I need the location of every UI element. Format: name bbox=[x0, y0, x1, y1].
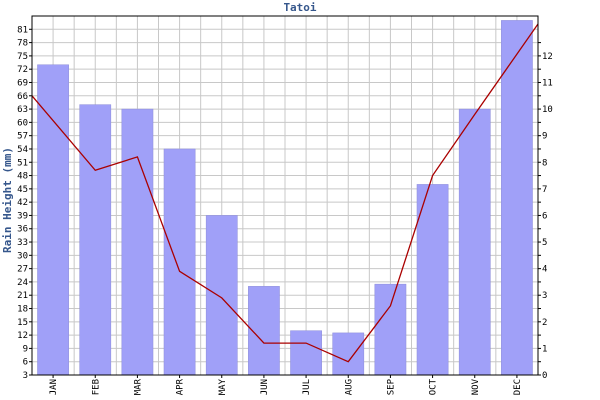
x-tick-label: SEP bbox=[386, 378, 396, 395]
bar-sep bbox=[374, 283, 407, 376]
y-tick-label: 21 bbox=[17, 291, 28, 301]
y-tick-label: 18 bbox=[17, 305, 28, 315]
x-tick-label: JUN bbox=[260, 379, 270, 395]
y-tick-label: 75 bbox=[17, 52, 28, 62]
y2-tick-label: 6 bbox=[542, 211, 547, 221]
x-tick-label: FEB bbox=[91, 379, 101, 395]
x-tick-label: JAN bbox=[49, 379, 59, 395]
x-tick-label: MAR bbox=[133, 378, 143, 395]
y-axis-label: Rain Height (mm) bbox=[1, 147, 14, 253]
y-tick-label: 57 bbox=[17, 132, 28, 142]
bar-oct bbox=[416, 184, 449, 376]
y-tick-label: 78 bbox=[17, 39, 28, 49]
y-tick-label: 45 bbox=[17, 185, 28, 195]
bar-dec bbox=[501, 20, 533, 376]
x-tick-label: MAY bbox=[218, 378, 228, 395]
plot-frame bbox=[31, 15, 539, 376]
y-tick-label: 69 bbox=[17, 78, 28, 88]
y2-tick-label: 5 bbox=[542, 238, 547, 248]
y-tick-label: 27 bbox=[17, 265, 28, 275]
y-tick-label: 15 bbox=[17, 318, 28, 328]
bar-may bbox=[205, 215, 238, 376]
y-axis-left: 3691215182124273033363942454851545760636… bbox=[17, 25, 32, 381]
y-tick-label: 33 bbox=[17, 238, 28, 248]
y2-tick-label: 10 bbox=[542, 105, 553, 115]
x-tick-label: NOV bbox=[471, 378, 481, 395]
y2-tick-label: 12 bbox=[542, 52, 553, 62]
bar-jun bbox=[248, 286, 280, 376]
y-tick-label: 81 bbox=[17, 25, 28, 35]
y-tick-label: 30 bbox=[17, 251, 28, 261]
y-tick-label: 54 bbox=[17, 145, 28, 155]
rain-days-line bbox=[31, 23, 539, 363]
x-tick-label: JUL bbox=[302, 379, 312, 395]
line-series-group bbox=[31, 23, 539, 363]
x-tick-label: AUG bbox=[344, 379, 354, 395]
x-axis: JAN FEB MAR APR MAY JUN JUL AUG SEP OCT NOV DEC bbox=[49, 375, 523, 395]
y-tick-label: 24 bbox=[17, 278, 28, 288]
x-tick-label: APR bbox=[176, 378, 186, 395]
bar-feb bbox=[79, 104, 112, 376]
y2-tick-label: 4 bbox=[542, 265, 547, 275]
bars-group bbox=[37, 20, 533, 376]
y-tick-label: 51 bbox=[17, 158, 28, 168]
x-tick-label: DEC bbox=[513, 379, 523, 395]
bar-jan bbox=[37, 64, 69, 376]
y-tick-label: 48 bbox=[17, 172, 28, 182]
y2-tick-label: 1 bbox=[542, 344, 547, 354]
y-tick-label: 3 bbox=[23, 371, 28, 381]
y-tick-label: 66 bbox=[17, 92, 28, 102]
y-tick-label: 36 bbox=[17, 225, 28, 235]
y2-tick-label: 11 bbox=[542, 78, 553, 88]
y2-tick-label: 0 bbox=[542, 371, 547, 381]
y2-tick-label: 8 bbox=[542, 158, 547, 168]
y-tick-label: 39 bbox=[17, 211, 28, 221]
y-tick-label: 6 bbox=[23, 358, 28, 368]
bar-apr bbox=[163, 148, 196, 376]
y-tick-label: 72 bbox=[17, 65, 28, 75]
bar-jul bbox=[290, 330, 322, 376]
y-tick-label: 42 bbox=[17, 198, 28, 208]
chart-title: Tatoi bbox=[283, 1, 316, 14]
y-tick-label: 9 bbox=[23, 344, 28, 354]
y2-tick-label: 7 bbox=[542, 185, 547, 195]
y2-tick-label: 9 bbox=[542, 132, 547, 142]
bar-aug bbox=[332, 332, 365, 376]
y2-tick-label: 2 bbox=[542, 318, 547, 328]
y-tick-label: 12 bbox=[17, 331, 28, 341]
x-tick-label: OCT bbox=[429, 378, 439, 395]
bar-mar bbox=[121, 108, 154, 376]
y-tick-label: 63 bbox=[17, 105, 28, 115]
y-tick-label: 60 bbox=[17, 118, 28, 128]
y2-tick-label: 3 bbox=[542, 291, 547, 301]
bar-nov bbox=[458, 108, 491, 376]
